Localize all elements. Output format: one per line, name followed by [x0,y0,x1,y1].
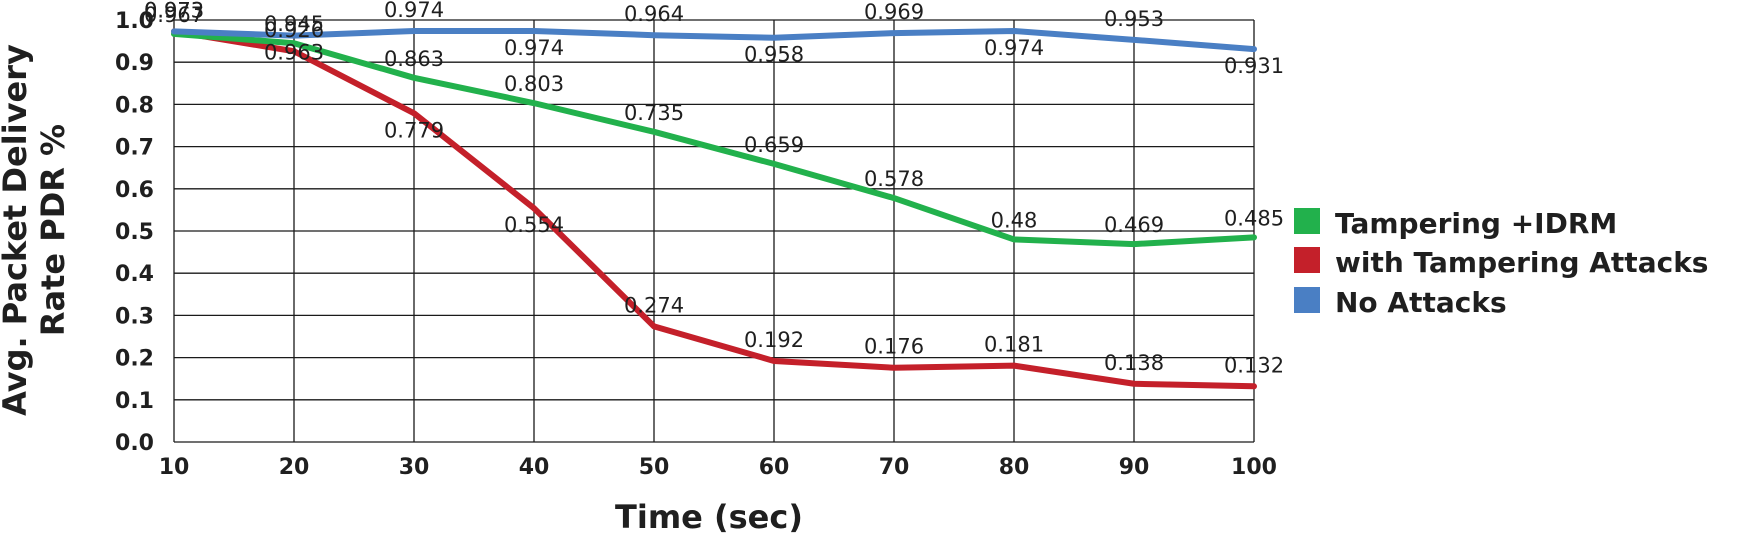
x-axis-title: Time (sec) [615,498,803,535]
series-line [171,27,1257,53]
y-tick-label: 0.1 [115,389,154,414]
data-label: 0.863 [384,47,444,71]
data-label: 0.578 [864,167,924,191]
data-label: 0.967 [144,3,204,27]
y-tick-label: 0.3 [115,304,154,329]
data-label: 0.945 [264,12,324,36]
data-label: 0.958 [744,43,804,67]
data-label: 0.779 [384,118,444,142]
x-tick-label: 50 [639,455,670,480]
tick-layer: 0.0 0.1 0.2 0.3 0.4 0.5 0.6 0.7 0.8 0.9 1.0 10 20 30 4… [115,9,1277,480]
y-tick-label: 0.0 [115,431,154,456]
data-label: 0.138 [1104,351,1164,375]
x-tick-label: 90 [1119,455,1150,480]
y-tick-label: 0.2 [115,347,154,372]
data-label: 0.48 [991,208,1038,232]
data-label: 0.963 [264,41,324,65]
x-tick-label: 80 [999,455,1030,480]
data-label: 0.964 [624,2,684,26]
data-label: 0.132 [1224,353,1284,377]
data-label: 0.485 [1224,206,1284,230]
data-label: 0.931 [1224,54,1284,78]
data-label: 0.176 [864,335,924,359]
data-label: 0.274 [624,293,684,317]
data-label: 0.974 [384,0,444,22]
data-label: 0.974 [504,36,564,60]
legend-label-tampering-idrm: Tampering +IDRM [1335,207,1617,240]
y-axis-title-line-2: Rate PDR % [34,124,72,336]
legend: Tampering +IDRM with Tampering Attacks N… [1294,207,1708,319]
x-tick-label: 30 [399,455,430,480]
x-tick-label: 10 [159,455,190,480]
y-axis-title-line-1: Avg. Packet Delivery [0,44,34,416]
y-tick-label: 0.8 [115,93,154,118]
data-label: 0.926 [264,18,324,42]
y-tick-label: 0.5 [115,220,154,245]
data-label: 0.469 [1104,213,1164,237]
legend-swatch-with-tampering-attacks [1294,247,1320,273]
legend-label-no-attacks: No Attacks [1335,286,1507,319]
data-label: 0.803 [504,72,564,96]
y-tick-label: 0.4 [115,262,154,287]
x-tick-label: 20 [279,455,310,480]
legend-swatch-tampering-idrm [1294,208,1320,234]
legend-label-with-tampering-attacks: with Tampering Attacks [1335,246,1708,279]
data-label: 0.969 [864,0,924,24]
data-label: 0.659 [744,133,804,157]
legend-swatch-no-attacks [1294,287,1320,313]
series-line [171,30,1257,248]
x-tick-label: 40 [519,455,550,480]
data-label: 0.953 [1104,7,1164,31]
series-layer [171,27,1257,390]
data-label: 0.181 [984,333,1044,357]
data-label: 0.192 [744,328,804,352]
data-label: 0.973 [144,0,204,22]
grid-layer [173,19,1255,443]
data-label: 0.974 [984,36,1044,60]
y-tick-label: 0.9 [115,51,154,76]
data-label-layer: 0.967 0.945 0.863 0.803 0.735 0.659 0.578 0.48 0… [144,0,1284,377]
y-tick-label: 1.0 [115,9,154,34]
y-tick-label: 0.7 [115,136,154,161]
data-label: 0.973 [144,0,204,22]
data-label: 0.554 [504,213,564,237]
data-label: 0.735 [624,101,684,125]
x-tick-label: 70 [879,455,910,480]
y-tick-label: 0.6 [115,178,154,203]
series-line [171,28,1257,390]
x-tick-label: 60 [759,455,790,480]
x-tick-label: 100 [1231,455,1277,480]
